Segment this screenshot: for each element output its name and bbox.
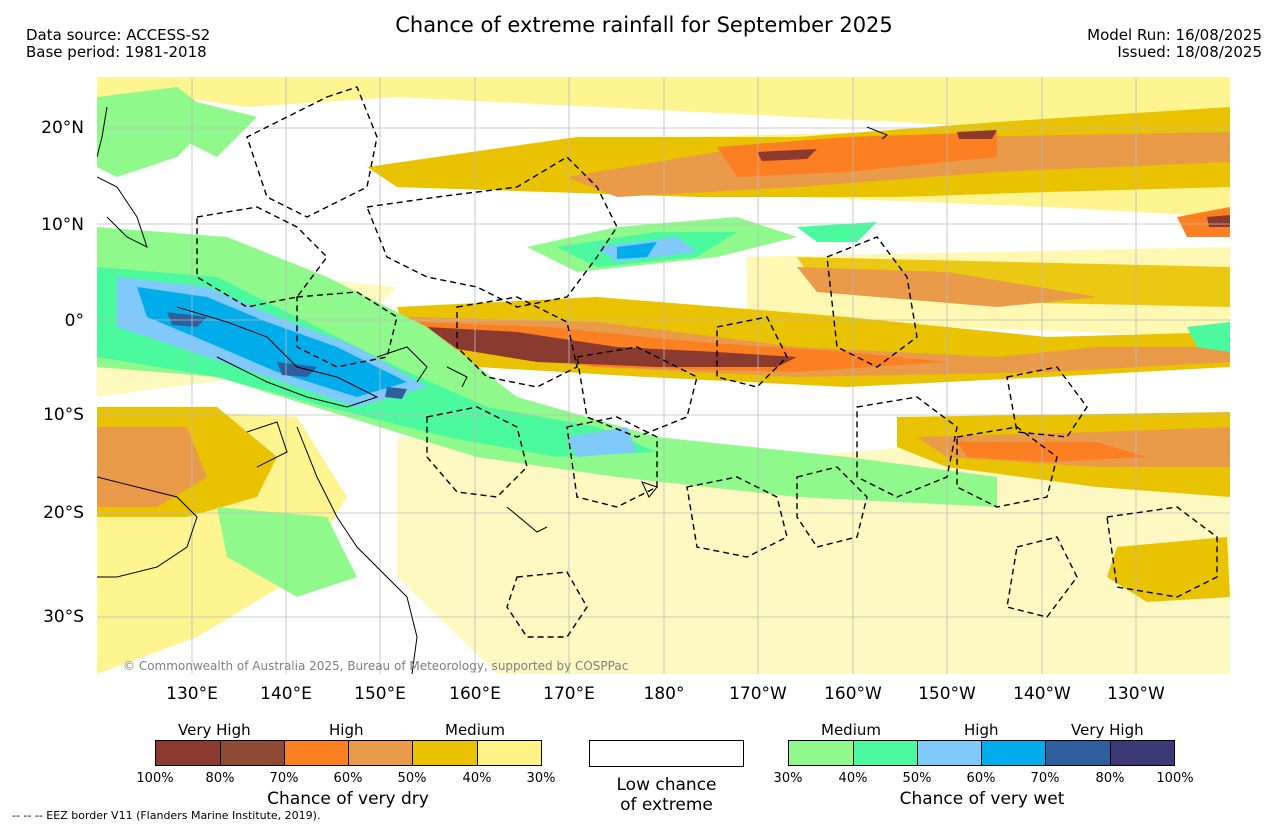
- wet-legend-caption: Chance of very wet: [899, 789, 1065, 809]
- dry-legend-caption: Chance of very dry: [267, 789, 429, 809]
- wet-swatch-3: [917, 740, 981, 766]
- neutral-swatch: [589, 740, 744, 767]
- coastlines: [97, 106, 888, 674]
- wet-tick-80: 80%: [1095, 771, 1125, 786]
- wet-swatch-1: [788, 740, 853, 766]
- dry-swatch-4: [348, 740, 412, 766]
- wet-tick-100: 100%: [1156, 771, 1194, 786]
- dry-tick-40: 40%: [462, 771, 492, 786]
- lat-label-30s: 30°S: [43, 607, 84, 627]
- lon-label-170e: 170°E: [543, 684, 595, 704]
- dry-tick-70: 70%: [269, 771, 299, 786]
- wet-tick-40: 40%: [838, 771, 868, 786]
- eez-borders: [196, 86, 1218, 638]
- lat-label-20n: 20°N: [41, 118, 84, 138]
- rainfall-map: [97, 77, 1230, 674]
- dry-category-medium: Medium: [445, 721, 505, 739]
- lon-label-150w: 150°W: [918, 684, 976, 704]
- dry-tick-50: 50%: [397, 771, 427, 786]
- data-source-label: Data source: ACCESS-S2: [26, 26, 211, 44]
- dry-tick-60: 60%: [333, 771, 363, 786]
- lon-label-160e: 160°E: [449, 684, 501, 704]
- dry-swatch-6: [477, 740, 542, 766]
- wet-tick-60: 60%: [966, 771, 996, 786]
- dry-colorbar: [155, 740, 542, 766]
- neutral-label-line2: of extreme: [620, 795, 713, 815]
- base-period-label: Base period: 1981-2018: [26, 43, 207, 61]
- lat-label-20s: 20°S: [43, 503, 84, 523]
- dry-tick-100: 100%: [136, 771, 174, 786]
- page-title: Chance of extreme rainfall for September…: [395, 13, 893, 37]
- graticule: [97, 77, 1230, 674]
- eez-footnote: -- -- -- EEZ border V11 (Flanders Marine…: [12, 809, 321, 822]
- lon-label-130w: 130°W: [1107, 684, 1165, 704]
- wet-swatch-5: [1045, 740, 1110, 766]
- lon-label-150e: 150°E: [354, 684, 406, 704]
- wet-tick-30: 30%: [773, 771, 803, 786]
- lon-label-130e: 130°E: [166, 684, 218, 704]
- lon-label-160w: 160°W: [824, 684, 882, 704]
- dry-swatch-2: [220, 740, 284, 766]
- dry-swatch-5: [412, 740, 477, 766]
- neutral-label-line1: Low chance: [616, 775, 717, 795]
- wet-category-medium: Medium: [821, 721, 881, 739]
- dry-category-very-high: Very High: [178, 721, 251, 739]
- lon-label-140e: 140°E: [260, 684, 312, 704]
- dry-tick-30: 30%: [526, 771, 556, 786]
- lon-label-170w: 170°W: [729, 684, 787, 704]
- wet-swatch-4: [981, 740, 1045, 766]
- model-run-label: Model Run: 16/08/2025: [1087, 26, 1262, 44]
- wet-tick-70: 70%: [1030, 771, 1060, 786]
- wet-very-high-regions: [167, 312, 407, 399]
- lat-label-0: 0°: [64, 311, 84, 331]
- dry-swatch-3: [284, 740, 348, 766]
- lon-label-180: 180°: [643, 684, 685, 704]
- dry-swatch-1: [155, 740, 220, 766]
- wet-swatch-6: [1110, 740, 1175, 766]
- lon-label-140w: 140°W: [1013, 684, 1071, 704]
- issued-label: Issued: 18/08/2025: [1117, 43, 1262, 61]
- copyright-notice: © Commonwealth of Australia 2025, Bureau…: [123, 659, 629, 673]
- map-graphic: [97, 77, 1230, 674]
- wet-category-very-high: Very High: [1071, 721, 1144, 739]
- lat-label-10n: 10°N: [41, 215, 84, 235]
- wet-category-high: High: [964, 721, 999, 739]
- wet-swatch-2: [853, 740, 917, 766]
- lat-label-10s: 10°S: [43, 405, 84, 425]
- wet-colorbar: [788, 740, 1175, 766]
- wet-tick-50: 50%: [902, 771, 932, 786]
- dry-tick-80: 80%: [205, 771, 235, 786]
- dry-category-high: High: [329, 721, 364, 739]
